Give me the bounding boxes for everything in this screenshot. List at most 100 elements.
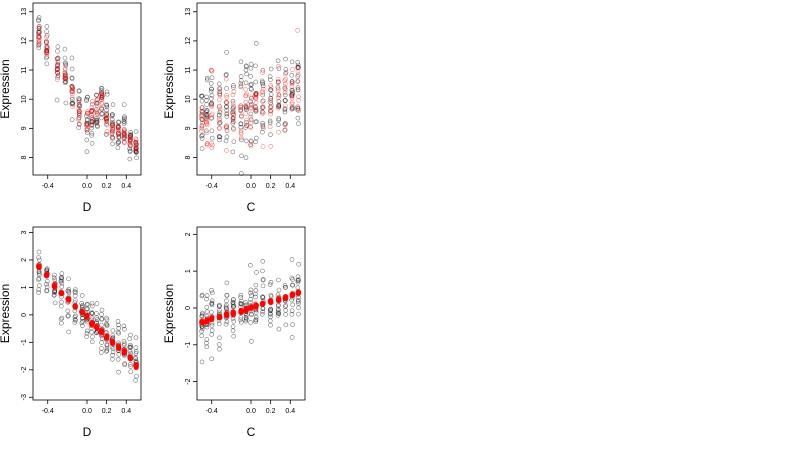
data-point (275, 58, 281, 64)
data-point (231, 297, 236, 302)
data-point (260, 294, 265, 299)
data-point (109, 130, 115, 135)
data-point (103, 114, 109, 119)
data-point (84, 306, 90, 312)
data-point (260, 81, 266, 87)
data-point (208, 67, 214, 73)
data-point (248, 125, 253, 130)
data-point (267, 282, 273, 287)
data-point (128, 364, 133, 369)
data-point (243, 307, 249, 313)
data-point (283, 307, 289, 313)
data-point (296, 301, 301, 306)
data-point (110, 122, 116, 127)
data-point (295, 69, 301, 75)
data-point (121, 119, 127, 124)
data-point (59, 320, 64, 326)
data-point (276, 66, 282, 71)
data-point (239, 137, 244, 143)
data-point (289, 308, 295, 313)
data-point (69, 117, 75, 122)
data-point (239, 153, 244, 159)
data-point (204, 121, 210, 127)
data-point (289, 311, 295, 317)
data-point (268, 104, 273, 110)
data-point (80, 323, 85, 329)
data-point (55, 70, 60, 76)
data-point (238, 74, 244, 79)
data-point (36, 38, 42, 43)
data-point (238, 317, 243, 323)
data-point (248, 320, 253, 325)
data-point (238, 108, 243, 114)
data-point (231, 83, 236, 88)
data-point (260, 144, 266, 149)
data-point (289, 72, 295, 78)
data-point (84, 121, 89, 126)
data-point (203, 128, 209, 134)
data-point (59, 284, 65, 289)
data-point (224, 108, 229, 113)
data-point (253, 90, 259, 96)
data-point (238, 124, 244, 130)
data-point (73, 317, 78, 323)
data-point (260, 103, 266, 109)
x-tick-label: 0.0 (82, 408, 92, 415)
data-point (224, 134, 230, 140)
data-point (248, 106, 254, 111)
data-point (253, 63, 258, 69)
chart-panel-1: -0.4 0.0 0.2 0.4 8 9 10 11 12 13 D Expression (0, 2, 142, 214)
data-point (260, 120, 265, 126)
data-point (199, 333, 205, 339)
data-point (110, 102, 116, 107)
data-point (127, 156, 133, 162)
data-point (296, 98, 301, 103)
data-point (122, 361, 127, 366)
data-point (116, 330, 122, 336)
data-point (243, 93, 248, 99)
data-point (98, 90, 104, 95)
data-point (260, 70, 265, 75)
data-point (99, 311, 104, 317)
data-point (260, 80, 265, 85)
data-point (104, 89, 110, 95)
data-point (290, 277, 295, 282)
chart-panel-4: -0.4 0.0 0.2 0.4 -2 -1 0 1 2 C Expression (162, 226, 306, 439)
data-point (44, 45, 50, 50)
x-tick-label: 0.0 (82, 183, 92, 190)
data-point (79, 309, 85, 315)
data-point (208, 88, 214, 94)
data-point (89, 117, 95, 122)
data-point (231, 304, 236, 310)
data-point (76, 125, 81, 130)
data-point (283, 303, 289, 308)
data-point (122, 135, 128, 141)
data-point (209, 75, 215, 81)
data-point (276, 277, 281, 283)
data-point (104, 129, 110, 134)
y-tick-label: -2 (185, 378, 192, 384)
y-tick-label: 2 (21, 258, 28, 262)
data-point (230, 149, 236, 155)
y-tick-label: 11 (185, 66, 192, 73)
data-point (199, 136, 205, 141)
data-point (268, 318, 273, 324)
data-point (248, 74, 253, 79)
data-point (253, 282, 259, 288)
data-point (94, 311, 99, 316)
data-point (296, 94, 301, 100)
data-point (230, 324, 236, 329)
data-point (259, 311, 265, 317)
data-point (36, 42, 41, 48)
data-point (36, 26, 42, 32)
data-point (217, 120, 222, 126)
data-point (217, 118, 222, 123)
data-point (282, 128, 288, 133)
data-point (128, 332, 133, 338)
data-point (289, 106, 295, 112)
data-point (37, 272, 42, 278)
data-point (260, 129, 265, 135)
data-point (199, 313, 205, 319)
data-point (76, 116, 82, 121)
data-point (209, 316, 215, 322)
